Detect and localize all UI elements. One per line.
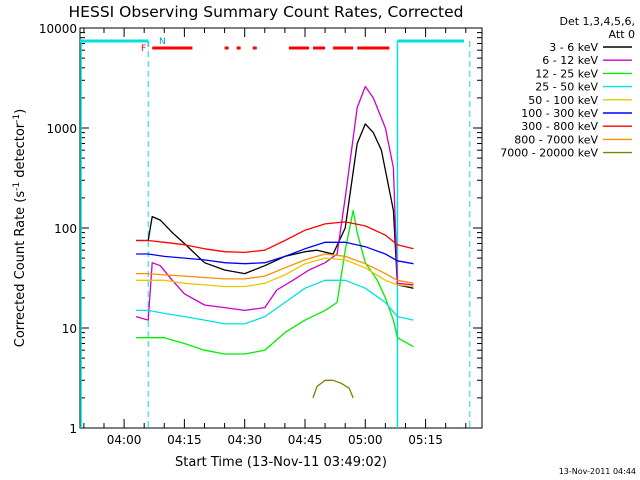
night-flag-label: N xyxy=(159,37,166,47)
x-tick-label: 04:45 xyxy=(288,433,323,447)
series-line xyxy=(136,253,414,284)
x-tick-label: 04:00 xyxy=(107,433,142,447)
footer-timestamp: 13-Nov-2011 04:44 xyxy=(559,467,636,476)
y-tick-label: 1 xyxy=(69,422,77,436)
y-axis-label-sup-2: -1 xyxy=(12,114,22,123)
legend-entry-label: 50 - 100 keV xyxy=(528,94,598,107)
legend-entry-label: 300 - 800 keV xyxy=(521,120,598,133)
y-tick-label: 1000 xyxy=(46,122,77,136)
legend-entry-label: 7000 - 20000 keV xyxy=(500,147,598,160)
y-axis-label-main: Corrected Count Rate (s xyxy=(13,191,28,348)
y-axis-label-mid: detector xyxy=(13,122,28,182)
flare-flag-label: F xyxy=(141,44,146,54)
y-tick-label: 10000 xyxy=(39,22,77,36)
series-line xyxy=(135,85,414,321)
chart-title: HESSI Observing Summary Count Rates, Cor… xyxy=(69,3,464,21)
legend-entry-label: 3 - 6 keV xyxy=(549,41,598,54)
y-tick-label: 100 xyxy=(54,222,77,236)
legend-header-line-1: Det 1,3,4,5,6, xyxy=(559,15,635,28)
series-line xyxy=(136,279,414,325)
series-line xyxy=(312,379,354,399)
legend-entry-label: 6 - 12 keV xyxy=(542,54,598,67)
y-axis-label-sup-1: -1 xyxy=(12,182,22,191)
series-line xyxy=(136,209,414,355)
series-line xyxy=(136,123,414,289)
series-line xyxy=(136,241,414,265)
legend-entry-label: 800 - 7000 keV xyxy=(514,133,598,146)
series-line xyxy=(136,221,414,254)
y-tick-label: 10 xyxy=(62,322,77,336)
x-tick-label: 05:15 xyxy=(408,433,443,447)
x-tick-label: 04:30 xyxy=(227,433,262,447)
legend-entry-label: 12 - 25 keV xyxy=(535,67,598,80)
series-line xyxy=(136,257,414,288)
legend-entry-label: 100 - 300 keV xyxy=(521,107,598,120)
x-tick-label: 04:15 xyxy=(167,433,202,447)
y-axis-label: Corrected Count Rate (s-1 detector-1) xyxy=(12,109,28,347)
x-axis-label: Start Time (13-Nov-11 03:49:02) xyxy=(175,455,387,470)
legend-entry-label: 25 - 50 keV xyxy=(535,81,598,94)
legend-header-line-2: Att 0 xyxy=(609,28,635,41)
plot-frame xyxy=(79,27,483,429)
y-axis-label-end: ) xyxy=(13,109,28,114)
x-tick-label: 05:00 xyxy=(348,433,383,447)
